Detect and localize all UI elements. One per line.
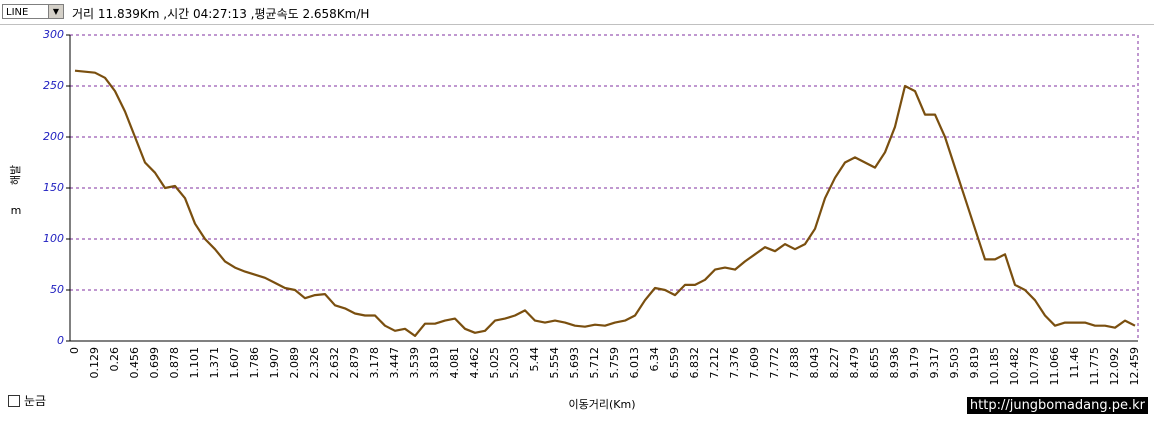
x-tick-label: 12.459 — [1128, 347, 1141, 386]
x-tick-label: 3.539 — [408, 347, 421, 379]
x-tick-label: 5.203 — [508, 347, 521, 379]
x-tick-label: 5.712 — [588, 347, 601, 379]
select-value: LINE — [6, 7, 29, 18]
x-tick-label: 10.778 — [1028, 347, 1041, 386]
x-tick-label: 6.559 — [668, 347, 681, 379]
x-tick-label: 2.879 — [348, 347, 361, 379]
elevation-line — [74, 69, 1136, 337]
status-text: 거리 11.839Km ,시간 04:27:13 ,평균속도 2.658Km/H — [72, 7, 370, 21]
x-tick-label: 2.632 — [328, 347, 341, 379]
x-tick-label: 9.503 — [948, 347, 961, 379]
x-tick-label: 8.479 — [848, 347, 861, 379]
y-tick-label: 300 — [43, 28, 64, 41]
chart-type-select[interactable]: LINE ▼ — [2, 4, 64, 19]
x-tick-label: 11.066 — [1048, 347, 1061, 386]
x-tick-label: 2.326 — [308, 347, 321, 379]
y-tick-label: 0 — [57, 334, 64, 347]
x-tick-label: 6.34 — [648, 347, 661, 372]
x-tick-label: 8.043 — [808, 347, 821, 379]
x-tick-label: 3.447 — [388, 347, 401, 379]
x-tick-label: 12.092 — [1108, 347, 1121, 386]
watermark: http://jungbomadang.pe.kr — [966, 397, 1148, 414]
checkbox-box[interactable] — [8, 394, 20, 407]
dropdown-button[interactable]: ▼ — [48, 5, 63, 18]
x-tick-label: 0.878 — [168, 347, 181, 379]
x-tick-label: 0.456 — [128, 347, 141, 379]
x-tick-label: 0.699 — [148, 347, 161, 379]
x-tick-label: 11.46 — [1068, 347, 1081, 379]
checkbox-label: 눈금 — [24, 394, 47, 408]
x-tick-label: 5.759 — [608, 347, 621, 379]
x-tick-label: 9.179 — [908, 347, 921, 379]
grid-checkbox[interactable]: 눈금 — [8, 392, 46, 409]
y-tick-label: 250 — [43, 79, 64, 92]
x-tick-label: 7.772 — [768, 347, 781, 379]
x-tick-label: 3.178 — [368, 347, 381, 379]
x-tick-label: 8.936 — [888, 347, 901, 379]
x-tick-label: 5.693 — [568, 347, 581, 379]
x-tick-label: 6.832 — [688, 347, 701, 379]
x-tick-label: 9.317 — [928, 347, 941, 379]
x-tick-label: 9.819 — [968, 347, 981, 379]
x-tick-label: 1.786 — [248, 347, 261, 379]
y-tick-label: 200 — [43, 130, 64, 143]
x-tick-label: 10.185 — [988, 347, 1001, 386]
x-tick-label: 5.554 — [548, 347, 561, 379]
x-tick-label: 7.376 — [728, 347, 741, 379]
y-axis-label: 해발 — [8, 165, 22, 185]
y-tick-label: 150 — [43, 181, 64, 194]
x-tick-label: 7.838 — [788, 347, 801, 379]
y-tick-label: 100 — [43, 232, 64, 245]
toolbar: LINE ▼ 거리 11.839Km ,시간 04:27:13 ,평균속도 2.6… — [0, 0, 1154, 25]
x-tick-label: 6.013 — [628, 347, 641, 379]
x-tick-label: 4.081 — [448, 347, 461, 379]
x-tick-label: 1.607 — [228, 347, 241, 379]
x-tick-label: 8.227 — [828, 347, 841, 379]
y-axis-unit: m — [11, 204, 22, 217]
x-tick-label: 2.089 — [288, 347, 301, 379]
x-tick-label: 5.025 — [488, 347, 501, 379]
x-tick-label: 11.775 — [1088, 347, 1101, 386]
x-tick-label: 7.212 — [708, 347, 721, 379]
x-tick-label: 10.482 — [1008, 347, 1021, 386]
x-tick-label: 1.101 — [188, 347, 201, 379]
x-tick-label: 7.609 — [748, 347, 761, 379]
x-tick-label: 0.26 — [108, 347, 121, 372]
x-tick-label: 1.907 — [268, 347, 281, 379]
x-tick-label: 1.371 — [208, 347, 221, 379]
x-tick-label: 5.44 — [528, 347, 541, 372]
y-tick-label: 50 — [50, 283, 64, 296]
x-axis-label: 이동거리(Km) — [569, 398, 636, 411]
x-tick-label: 8.655 — [868, 347, 881, 379]
x-tick-label: 0.129 — [88, 347, 101, 379]
x-tick-label: 3.819 — [428, 347, 441, 379]
x-tick-label: 0 — [68, 347, 81, 354]
x-tick-label: 4.462 — [468, 347, 481, 379]
